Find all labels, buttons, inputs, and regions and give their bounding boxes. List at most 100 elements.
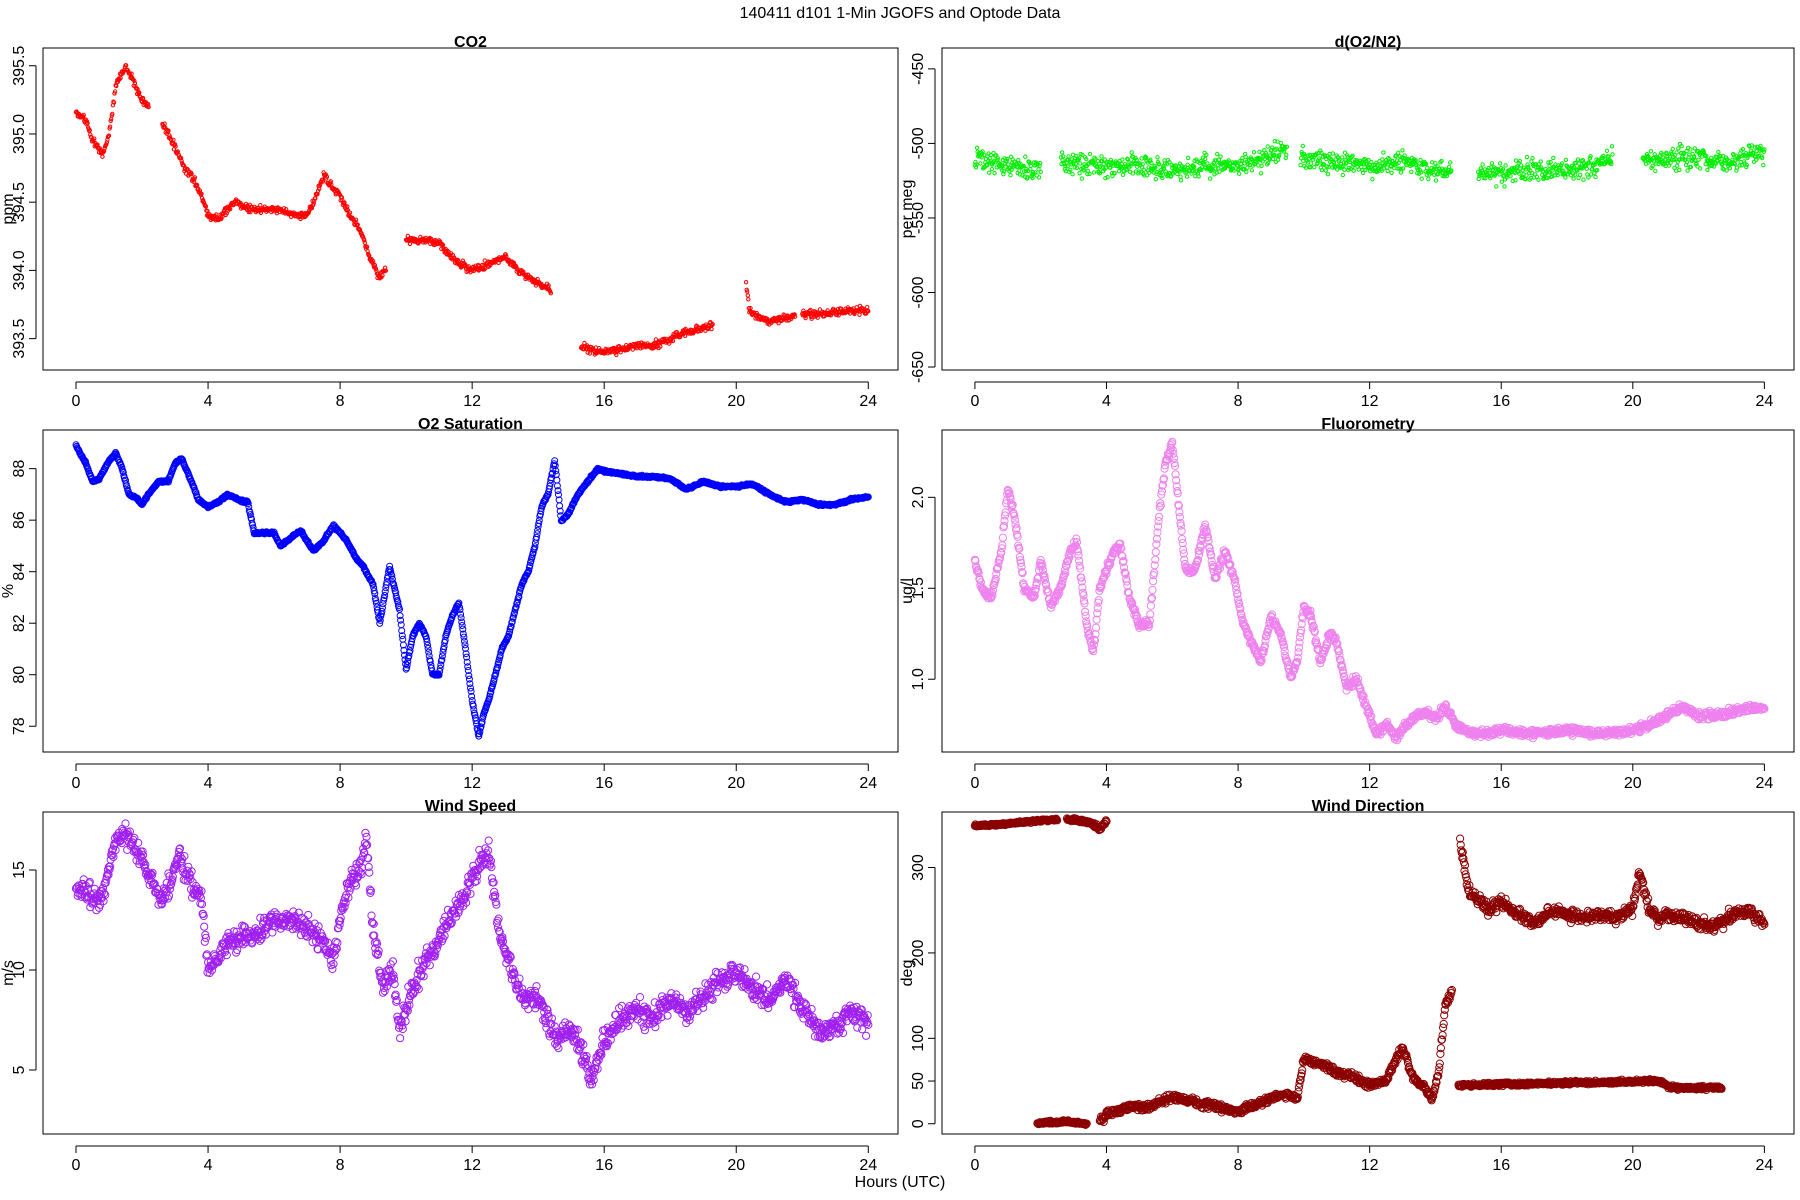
data-point xyxy=(1175,513,1185,522)
data-point xyxy=(1074,165,1080,171)
data-point xyxy=(1145,620,1154,629)
data-point xyxy=(1146,610,1155,619)
data-point xyxy=(1153,177,1159,182)
data-point xyxy=(1037,559,1046,568)
data-point xyxy=(1163,169,1168,174)
data-point xyxy=(546,283,551,288)
plot-frame xyxy=(941,47,1795,371)
data-point xyxy=(1196,174,1201,179)
data-point xyxy=(1297,626,1306,635)
data-point xyxy=(1091,630,1100,639)
data-point xyxy=(1161,461,1170,470)
data-point xyxy=(1011,520,1020,529)
data-point xyxy=(1692,146,1698,151)
data-point xyxy=(1192,164,1197,169)
data-point xyxy=(1749,143,1755,148)
data-point xyxy=(1153,528,1162,537)
data-point xyxy=(1395,166,1400,171)
data-point xyxy=(1323,168,1329,173)
data-point xyxy=(1653,168,1658,174)
data-point xyxy=(1073,161,1079,167)
data-point xyxy=(1124,588,1133,597)
data-point xyxy=(1272,139,1278,144)
data-point xyxy=(1729,161,1735,167)
data-point xyxy=(1334,647,1344,656)
data-point xyxy=(426,657,434,665)
data-point xyxy=(1174,501,1183,510)
data-point xyxy=(1688,147,1693,152)
data-point xyxy=(1744,164,1749,170)
data-point xyxy=(1309,622,1318,631)
data-point xyxy=(1010,515,1020,524)
data-point xyxy=(455,599,463,607)
data-point xyxy=(1258,171,1264,176)
data-point xyxy=(110,111,115,117)
x-tick-label: 20 xyxy=(1624,775,1642,792)
data-point xyxy=(167,133,172,138)
data-point xyxy=(105,137,110,142)
panel-title: Fluorometry xyxy=(1321,416,1414,433)
data-point xyxy=(1082,617,1091,626)
data-point xyxy=(1017,562,1026,571)
data-point xyxy=(1648,149,1654,154)
data-point xyxy=(246,511,254,519)
data-point xyxy=(1073,547,1083,556)
data-point xyxy=(1182,165,1188,170)
data-point xyxy=(476,728,484,735)
data-point xyxy=(129,71,134,76)
data-point xyxy=(1365,707,1374,716)
data-point xyxy=(469,702,477,710)
y-tick-label: -600 xyxy=(910,276,927,308)
data-point xyxy=(554,487,562,495)
data-point xyxy=(1517,159,1523,164)
data-point xyxy=(1155,155,1160,160)
data-point xyxy=(1115,164,1121,169)
data-point xyxy=(438,656,446,664)
data-point xyxy=(1504,175,1509,180)
x-tick-label: 8 xyxy=(1234,775,1243,792)
data-point xyxy=(511,609,518,617)
data-point xyxy=(1130,171,1136,176)
data-point xyxy=(1069,162,1074,167)
data-point xyxy=(1283,661,1293,670)
x-tick-label: 24 xyxy=(859,393,877,410)
data-point xyxy=(1081,611,1090,620)
data-point xyxy=(546,482,554,490)
data-point xyxy=(1215,564,1225,573)
data-point xyxy=(1079,176,1085,181)
data-point xyxy=(1001,511,1010,520)
data-point xyxy=(1576,175,1581,181)
data-point xyxy=(1563,175,1568,180)
data-point xyxy=(460,633,468,641)
data-point xyxy=(556,507,564,515)
data-point xyxy=(997,548,1006,558)
data-point xyxy=(398,627,406,635)
data-point xyxy=(992,569,1001,578)
data-point xyxy=(1031,584,1040,593)
data-point xyxy=(1170,461,1180,470)
data-point xyxy=(1178,178,1184,183)
data-point xyxy=(801,308,806,313)
data-point xyxy=(1350,153,1355,159)
data-point xyxy=(1317,654,1327,664)
data-point xyxy=(457,610,465,618)
series-1 xyxy=(73,63,871,358)
data-point xyxy=(403,661,411,669)
data-point xyxy=(1545,175,1550,181)
data-point xyxy=(388,575,396,583)
data-point xyxy=(1290,664,1299,673)
data-point xyxy=(1001,169,1007,174)
data-point xyxy=(1723,161,1728,166)
data-point xyxy=(535,520,543,527)
data-point xyxy=(463,653,471,661)
data-point xyxy=(1171,470,1180,479)
data-point xyxy=(992,565,1001,574)
data-point xyxy=(470,706,478,714)
data-point xyxy=(1695,164,1700,169)
data-point xyxy=(1449,168,1454,173)
data-point xyxy=(1047,603,1056,612)
series-1 xyxy=(972,139,1767,189)
data-point xyxy=(1149,577,1158,586)
data-point xyxy=(1059,150,1065,155)
